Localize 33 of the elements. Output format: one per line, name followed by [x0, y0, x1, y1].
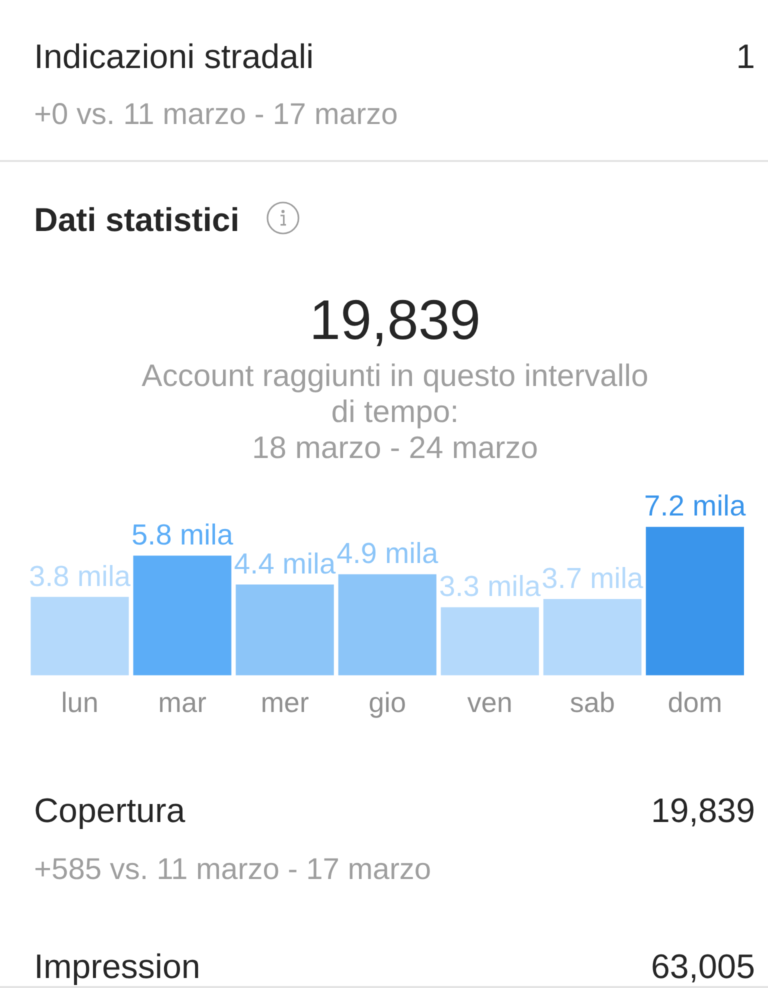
- text: +585 vs. 11 marzo - 17 marzo: [34, 852, 432, 886]
- x-tick-label: gio: [368, 686, 406, 718]
- text: Impression: [34, 948, 200, 986]
- x-tick-label: dom: [668, 686, 722, 718]
- text: Indicazioni stradali: [34, 38, 314, 76]
- text: Copertura: [34, 792, 186, 830]
- text: 18 marzo - 24 marzo: [252, 430, 538, 465]
- x-tick-label: mer: [260, 686, 309, 718]
- text: 19,839: [309, 288, 481, 351]
- bar: [338, 574, 436, 676]
- bar: [646, 526, 744, 676]
- data-label: 3.8 mila: [28, 560, 132, 593]
- x-tick-label: mar: [158, 686, 206, 718]
- data-label: 5.8 mila: [132, 520, 234, 552]
- text: 1: [736, 38, 755, 76]
- x-tick-label: sab: [570, 686, 615, 718]
- data-label: 7.2 mila: [644, 490, 747, 523]
- data-label: 3.7 mila: [542, 562, 644, 595]
- x-tick-label: ven: [467, 686, 512, 718]
- bar: [236, 584, 334, 676]
- text: +0 vs. 11 marzo - 17 marzo: [34, 98, 398, 131]
- x-tick-label: lun: [61, 686, 98, 718]
- text: Account raggiunti in questo intervallo di tempo:: [140, 358, 650, 430]
- bar: [30, 596, 129, 676]
- chart-title: Dati statistici: [34, 201, 240, 238]
- bar: [440, 607, 539, 676]
- data-label: 4.4 mila: [234, 548, 336, 581]
- data-label: 4.9 mila: [336, 538, 439, 570]
- data-label: 3.3 mila: [439, 571, 542, 604]
- text: 63,005: [651, 948, 755, 986]
- bar: [543, 598, 642, 676]
- bar: [133, 556, 232, 676]
- text: 19,839: [651, 792, 755, 830]
